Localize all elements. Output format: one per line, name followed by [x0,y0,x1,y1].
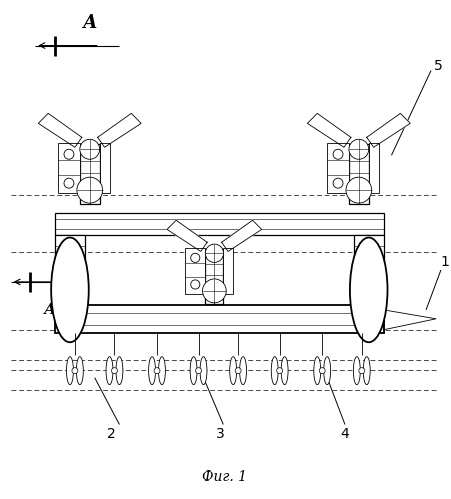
Circle shape [190,280,199,289]
Polygon shape [366,113,410,147]
Ellipse shape [190,357,197,385]
Circle shape [77,177,102,203]
Ellipse shape [281,357,287,385]
Bar [223,248,232,293]
Circle shape [80,139,99,159]
Circle shape [190,253,199,262]
Bar [327,143,348,193]
Bar [99,143,109,193]
Circle shape [111,368,117,374]
Circle shape [332,149,342,159]
Polygon shape [38,113,82,147]
Circle shape [235,368,240,374]
Polygon shape [383,310,435,330]
Text: 1: 1 [440,255,449,269]
Bar [58,143,80,193]
Circle shape [276,368,282,374]
Ellipse shape [106,357,113,385]
Text: 5: 5 [433,58,442,72]
Text: 2: 2 [107,428,115,442]
Circle shape [358,368,364,374]
Ellipse shape [200,357,207,385]
Circle shape [348,139,368,159]
Circle shape [318,368,324,374]
Ellipse shape [363,357,369,385]
Ellipse shape [148,357,155,385]
Circle shape [154,368,160,374]
Bar [55,213,383,235]
Ellipse shape [116,357,123,385]
Bar [205,249,223,304]
Bar [353,235,383,305]
Ellipse shape [353,357,359,385]
Text: 4: 4 [340,428,349,442]
Bar [80,144,99,204]
Ellipse shape [349,238,387,342]
Circle shape [64,178,74,188]
Ellipse shape [229,357,236,385]
Text: 3: 3 [216,428,224,442]
Ellipse shape [313,357,320,385]
Circle shape [72,368,78,374]
Ellipse shape [323,357,330,385]
Circle shape [345,177,371,203]
Text: Фиг. 1: Фиг. 1 [201,471,246,485]
Ellipse shape [76,357,83,385]
Ellipse shape [271,357,277,385]
Circle shape [195,368,201,374]
Circle shape [202,279,226,303]
Circle shape [64,149,74,159]
Bar [368,143,378,193]
Bar [185,248,205,293]
Text: А: А [44,303,56,317]
Polygon shape [221,220,261,251]
Bar [55,235,85,305]
Ellipse shape [239,357,246,385]
Circle shape [332,178,342,188]
Polygon shape [307,113,350,147]
Ellipse shape [158,357,165,385]
Bar [348,144,368,204]
Circle shape [205,244,223,262]
Ellipse shape [66,357,73,385]
Text: А: А [82,13,97,31]
Bar [55,305,383,333]
Ellipse shape [51,238,88,342]
Polygon shape [97,113,141,147]
Polygon shape [167,220,207,251]
